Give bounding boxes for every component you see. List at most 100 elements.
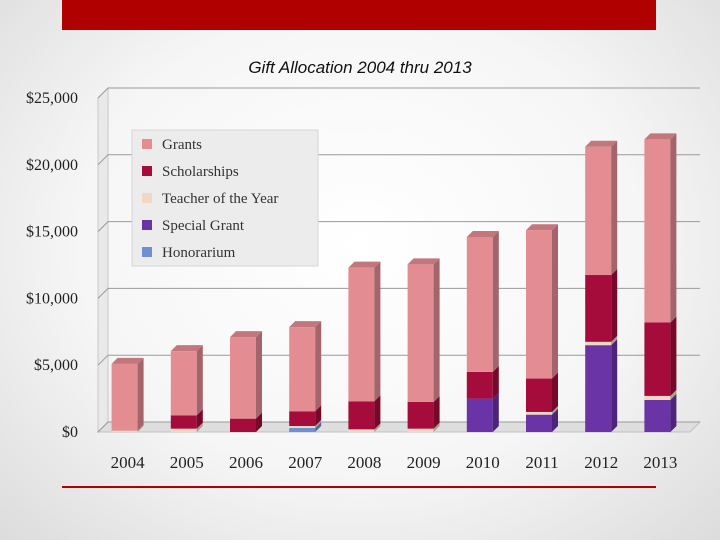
x-tick-label: 2008 [347, 453, 381, 472]
bar-segment [170, 428, 197, 432]
bar-segment-side [315, 419, 322, 428]
bar-top [348, 261, 381, 268]
bar-segment-side [611, 339, 618, 432]
bar-top [289, 321, 322, 328]
gridline [97, 154, 700, 166]
bar-segment [289, 327, 316, 412]
bar-segment-side [137, 357, 144, 431]
x-tick-label: 2011 [525, 453, 558, 472]
bar-segment [466, 398, 493, 432]
x-tick-label: 2006 [229, 453, 263, 472]
bar-segment [526, 230, 552, 379]
bar-segment [644, 322, 671, 396]
bar-segment-side [552, 224, 558, 379]
legend-label: Special Grant [162, 218, 245, 234]
legend-swatch [142, 139, 152, 149]
bar-segment [348, 401, 375, 430]
bar-segment [526, 414, 552, 432]
y-tick-label: $25,000 [26, 90, 78, 107]
chart-side-wall [97, 86, 109, 434]
x-tick-label: 2012 [584, 453, 618, 472]
y-tick-label: $20,000 [26, 157, 78, 174]
bar-segment-side [433, 258, 440, 402]
bar-segment [348, 267, 375, 402]
bar-segment-side [670, 133, 677, 323]
bar-segment-side [433, 422, 440, 432]
bar-segment-side [492, 365, 499, 399]
bar-segment [170, 415, 197, 429]
bar-segment-side [196, 422, 203, 432]
y-tick-label: $5,000 [34, 357, 78, 374]
bar-segment-side [670, 393, 677, 432]
x-tick-label: 2009 [407, 453, 441, 472]
bar-segment-side [611, 269, 618, 342]
legend-label: Honorarium [162, 245, 236, 261]
bar-segment [407, 428, 434, 432]
bar-segment [407, 401, 434, 429]
gridline [97, 221, 700, 232]
y-tick-label: $15,000 [26, 224, 78, 241]
x-tick-label: 2010 [466, 453, 500, 472]
bar-top [170, 345, 203, 352]
legend-box [131, 129, 319, 267]
legend-swatch [142, 247, 152, 257]
bar-segment-side [611, 335, 618, 346]
legend-label: Teacher of the Year [162, 191, 278, 207]
bar-segment-side [315, 321, 322, 412]
x-tick-label: 2004 [111, 453, 146, 472]
bar-top [407, 258, 440, 265]
bar-segment [407, 264, 434, 402]
y-tick-label: $10,000 [26, 290, 78, 307]
bar-top [230, 331, 262, 338]
bar-top [644, 133, 677, 140]
bar-segment-side [611, 140, 618, 276]
bar-segment-side [315, 421, 322, 432]
legend-swatch [142, 220, 152, 230]
gridline [97, 87, 700, 99]
legend-swatch [142, 193, 152, 203]
bar-segment [289, 427, 316, 432]
bar-segment [111, 363, 138, 431]
bar-segment [644, 139, 671, 323]
bar-segment-side [374, 261, 381, 402]
bar-segment [585, 275, 612, 342]
bar-segment-side [492, 392, 499, 432]
bar-segment-side [196, 345, 203, 416]
bar-segment-side [552, 408, 558, 432]
bar-segment [585, 146, 612, 276]
bar-segment [526, 378, 552, 412]
legend-label: Scholarships [162, 164, 239, 180]
bar-top [466, 230, 499, 237]
bar-segment [170, 351, 197, 416]
x-tick-label: 2007 [288, 453, 323, 472]
bar-segment-side [374, 423, 381, 432]
bar-segment-side [374, 395, 381, 430]
bar-segment-side [670, 316, 677, 396]
bar-segment-side [492, 230, 499, 372]
bar-segment-side [137, 424, 144, 432]
gridline [97, 287, 700, 299]
bar-segment-side [256, 331, 262, 419]
bar-segment-side [196, 409, 203, 429]
header-bar [62, 0, 656, 30]
bar-segment [644, 399, 671, 432]
gridline [97, 421, 700, 433]
x-tick-label: 2005 [170, 453, 204, 472]
bar-segment [585, 345, 612, 432]
bar-segment [111, 430, 138, 432]
legend-swatch [142, 166, 152, 176]
bar-segment-side [256, 412, 262, 432]
gridline [97, 354, 700, 366]
bar-segment [644, 395, 671, 400]
bar-segment [526, 411, 552, 415]
bar-top [111, 357, 144, 364]
bar-segment-side [670, 389, 677, 400]
bar-segment [466, 371, 493, 399]
footer-rule [62, 486, 656, 488]
bar-segment-side [433, 395, 440, 429]
bar-segment [289, 425, 316, 428]
bar-segment [585, 341, 612, 346]
bar-segment-side [552, 372, 558, 412]
bar-top [585, 140, 618, 147]
